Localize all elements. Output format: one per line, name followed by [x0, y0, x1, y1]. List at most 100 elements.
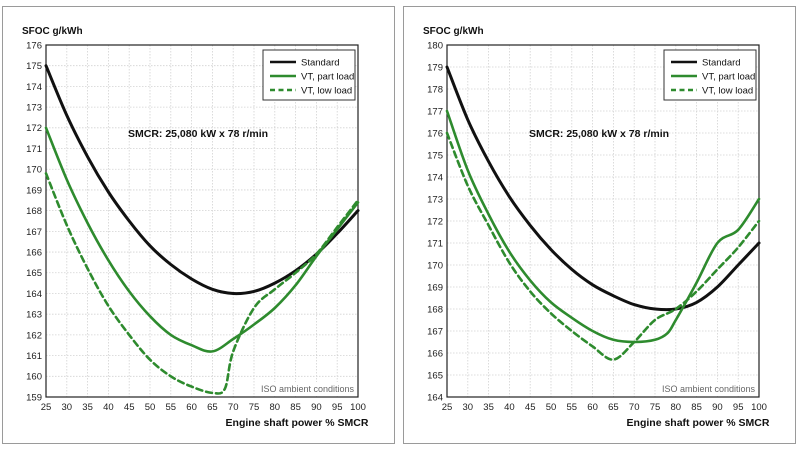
x-tick-label: 80 [270, 402, 281, 413]
x-axis-label: Engine shaft power % SMCR [627, 417, 770, 429]
y-tick-label: 171 [26, 144, 42, 155]
legend: Standard VT, part load VT, low load [663, 49, 757, 101]
plot-frame [45, 44, 359, 398]
series-line-standard [445, 65, 761, 312]
y-tick-label: 180 [427, 40, 443, 51]
y-tick-label: 167 [427, 326, 443, 337]
sfoc-chart-right: 164 165 166 167 168 169 170 171 172 173 174 175 176 1… [423, 26, 770, 429]
series-group [44, 64, 360, 395]
y-axis-ticks: 164 165 166 167 168 169 170 171 172 173 174 175 176 1… [427, 40, 443, 403]
y-tick-label: 159 [26, 392, 42, 403]
y-tick-label: 179 [427, 62, 443, 73]
x-tick-label: 50 [145, 402, 156, 413]
x-tick-label: 100 [751, 402, 767, 413]
grid [447, 45, 759, 397]
x-tick-label: 45 [525, 402, 536, 413]
y-tick-label: 172 [26, 123, 42, 134]
series-line-vt-low-load [445, 131, 761, 361]
x-axis-ticks: 25 30 35 40 45 50 55 60 65 70 75 80 85 90 95 100 [41, 402, 366, 413]
x-tick-label: 60 [186, 402, 197, 413]
iso-conditions-note: ISO ambient conditions [662, 384, 756, 394]
y-tick-label: 168 [427, 304, 443, 315]
y-tick-label: 175 [427, 150, 443, 161]
y-tick-label: 169 [26, 185, 42, 196]
y-tick-label: 165 [427, 370, 443, 381]
x-tick-label: 90 [311, 402, 322, 413]
series-line-vt-low-load [44, 172, 360, 395]
y-tick-label: 161 [26, 351, 42, 362]
x-tick-label: 90 [712, 402, 723, 413]
x-axis-ticks: 25 30 35 40 45 50 55 60 65 70 75 80 85 90 95 100 [442, 402, 767, 413]
y-tick-label: 163 [26, 310, 42, 321]
y-tick-label: 174 [427, 172, 443, 183]
note-background [268, 382, 356, 395]
y-axis-label: SFOC g/kWh [22, 26, 83, 37]
x-tick-label: 55 [166, 402, 177, 413]
y-tick-label: 176 [26, 40, 42, 51]
y-tick-label: 168 [26, 206, 42, 217]
note-background [669, 382, 757, 395]
x-tick-label: 50 [546, 402, 557, 413]
series-line-vt-part-load [445, 109, 761, 344]
y-tick-label: 164 [427, 392, 443, 403]
x-tick-label: 70 [228, 402, 239, 413]
x-tick-label: 85 [691, 402, 702, 413]
iso-conditions-note: ISO ambient conditions [261, 384, 355, 394]
y-tick-label: 165 [26, 268, 42, 279]
x-tick-label: 35 [483, 402, 494, 413]
y-tick-label: 178 [427, 84, 443, 95]
x-tick-label: 95 [733, 402, 744, 413]
x-tick-label: 75 [249, 402, 260, 413]
legend-label: VT, low load [301, 86, 352, 97]
sfoc-chart-left: 159 160 161 162 163 164 165 166 167 168 169 170 171 1… [22, 26, 369, 429]
y-tick-label: 173 [26, 103, 42, 114]
panel-frame [403, 6, 796, 444]
x-tick-label: 100 [350, 402, 366, 413]
x-tick-label: 80 [671, 402, 682, 413]
x-tick-label: 25 [41, 402, 52, 413]
chart-panel-right: 164 165 166 167 168 169 170 171 172 173 174 175 176 1… [401, 0, 798, 450]
x-tick-label: 65 [608, 402, 619, 413]
y-tick-label: 170 [26, 165, 42, 176]
x-tick-label: 55 [567, 402, 578, 413]
y-tick-label: 170 [427, 260, 443, 271]
y-tick-label: 160 [26, 372, 42, 383]
x-tick-label: 30 [463, 402, 474, 413]
y-tick-label: 177 [427, 106, 443, 117]
y-tick-label: 174 [26, 82, 42, 93]
y-axis-label: SFOC g/kWh [423, 26, 484, 37]
y-tick-label: 171 [427, 238, 443, 249]
x-tick-label: 95 [332, 402, 343, 413]
series-group [445, 65, 761, 361]
plot-area [46, 45, 358, 397]
legend-label: VT, part load [702, 72, 755, 83]
x-tick-label: 35 [82, 402, 93, 413]
x-tick-label: 45 [124, 402, 135, 413]
x-tick-label: 30 [62, 402, 73, 413]
legend: Standard VT, part load VT, low load [262, 49, 356, 101]
y-tick-label: 172 [427, 216, 443, 227]
x-tick-label: 65 [207, 402, 218, 413]
x-tick-label: 60 [587, 402, 598, 413]
series-line-vt-part-load [44, 126, 360, 353]
y-tick-label: 173 [427, 194, 443, 205]
y-tick-label: 164 [26, 289, 42, 300]
y-tick-label: 166 [427, 348, 443, 359]
y-tick-label: 167 [26, 227, 42, 238]
y-tick-label: 175 [26, 61, 42, 72]
x-tick-label: 25 [442, 402, 453, 413]
x-tick-label: 75 [650, 402, 661, 413]
x-tick-label: 40 [103, 402, 114, 413]
x-axis-label: Engine shaft power % SMCR [226, 417, 369, 429]
y-tick-label: 176 [427, 128, 443, 139]
legend-label: VT, low load [702, 86, 753, 97]
legend-label: VT, part load [301, 72, 354, 83]
y-tick-label: 162 [26, 330, 42, 341]
y-axis-ticks: 159 160 161 162 163 164 165 166 167 168 169 170 171 1… [26, 40, 42, 403]
legend-label: Standard [702, 58, 741, 69]
chart-panel-left: 159 160 161 162 163 164 165 166 167 168 169 170 171 1… [0, 0, 397, 450]
grid [46, 45, 358, 397]
x-tick-label: 70 [629, 402, 640, 413]
legend-label: Standard [301, 58, 340, 69]
y-tick-label: 169 [427, 282, 443, 293]
